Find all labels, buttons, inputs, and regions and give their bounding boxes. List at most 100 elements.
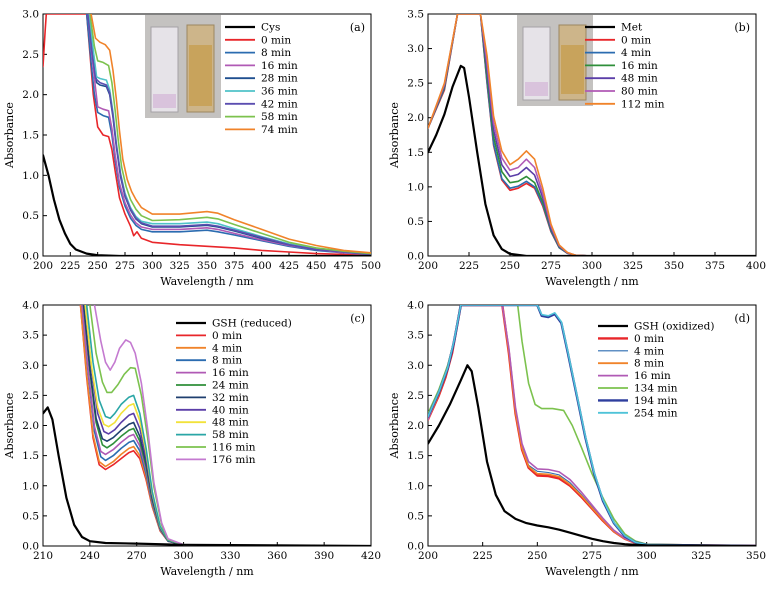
- y-tick-label: 2.0: [22, 89, 39, 101]
- series-line: [87, 14, 371, 256]
- legend-entry: 36 min: [261, 86, 298, 98]
- series-line: [43, 406, 371, 546]
- x-tick-label: 360: [267, 550, 287, 562]
- x-tick-label: 330: [220, 550, 240, 562]
- series-line: [90, 14, 371, 254]
- y-tick-label: 0.5: [22, 210, 39, 222]
- x-tick-label: 450: [306, 260, 326, 272]
- series-line: [428, 364, 756, 546]
- y-axis-label: Absorbance: [388, 393, 401, 460]
- y-tick-label: 1.5: [407, 450, 424, 462]
- y-tick-label: 3.5: [407, 330, 424, 342]
- series-line: [428, 305, 756, 546]
- x-tick-label: 250: [500, 260, 520, 272]
- x-tick-label: 325: [170, 260, 190, 272]
- legend-entry: 58 min: [261, 111, 298, 123]
- x-tick-label: 210: [33, 550, 53, 562]
- legend-entry: 4 min: [212, 342, 242, 354]
- y-axis-label: Absorbance: [3, 102, 16, 169]
- legend-entry: 40 min: [212, 404, 249, 416]
- y-tick-label: 1.0: [407, 480, 424, 492]
- x-tick-label: 390: [314, 550, 334, 562]
- x-tick-label: 275: [582, 550, 602, 562]
- legend-entry: 28 min: [261, 73, 298, 85]
- y-tick-label: 0.5: [407, 510, 424, 522]
- y-tick-label: 3.5: [22, 330, 39, 342]
- y-tick-label: 2.5: [22, 49, 39, 61]
- legend-entry: 48 min: [621, 73, 658, 85]
- series-group: [43, 305, 371, 546]
- legend-entry: 0 min: [634, 333, 664, 345]
- yellow-cuvette-liquid: [561, 45, 584, 94]
- panel-label: (c): [350, 312, 365, 325]
- x-tick-label: 350: [664, 260, 684, 272]
- y-tick-label: 2.0: [407, 420, 424, 432]
- legend-entry: 16 min: [621, 60, 658, 72]
- x-tick-label: 270: [127, 550, 147, 562]
- y-axis-label: Absorbance: [3, 393, 16, 460]
- y-tick-label: 0.0: [22, 541, 39, 553]
- panel-c: 210 240 270 300 330 360 390 420 0.0 0.5 1.0 1.5 2.0 2…: [3, 300, 381, 579]
- x-axis-label: Wavelength / nm: [160, 565, 254, 578]
- legend-entry: Met: [621, 22, 643, 34]
- x-tick-label: 225: [60, 260, 80, 272]
- x-tick-label: 350: [746, 550, 766, 562]
- legend-entry: 0 min: [621, 34, 651, 46]
- y-tick-label: 2.5: [407, 390, 424, 402]
- x-tick-label: 250: [88, 260, 108, 272]
- series-line: [43, 154, 371, 256]
- series-line: [93, 305, 371, 546]
- x-tick-label: 300: [174, 550, 194, 562]
- x-tick-label: 425: [279, 260, 299, 272]
- x-tick-label: 400: [746, 260, 766, 272]
- series-line: [89, 14, 371, 255]
- x-tick-label: 420: [361, 550, 381, 562]
- legend-entry: 74 min: [261, 124, 298, 136]
- y-tick-label: 0.0: [407, 541, 424, 553]
- panel-label: (b): [734, 21, 750, 34]
- y-tick-label: 4.0: [407, 300, 424, 312]
- y-tick-label: 3.5: [407, 9, 424, 21]
- x-axis-label: Wavelength / nm: [160, 275, 254, 288]
- y-axis-label: Absorbance: [388, 102, 401, 169]
- legend-entry: 0 min: [261, 34, 291, 46]
- panel-label: (d): [734, 312, 750, 325]
- legend-entry: 116 min: [212, 442, 256, 454]
- x-tick-label: 300: [582, 260, 602, 272]
- y-tick-label: 3.0: [407, 43, 424, 55]
- panel-b: 200 225 250 275 300 325 350 375 400 0.0 0.5 1.0 1.5 2…: [388, 9, 766, 289]
- y-tick-label: 2.0: [22, 420, 39, 432]
- clear-cuvette-liquid: [525, 82, 548, 96]
- legend-entry: GSH (oxidized): [634, 321, 714, 333]
- y-tick-label: 0.0: [22, 251, 39, 263]
- x-tick-label: 225: [473, 550, 493, 562]
- legend-entry: 8 min: [212, 355, 242, 367]
- cuvette-photo-inset: [517, 15, 593, 106]
- y-tick-label: 2.5: [407, 78, 424, 90]
- y-tick-label: 3.0: [22, 360, 39, 372]
- y-tick-label: 4.0: [22, 300, 39, 312]
- cuvette-photo-inset: [145, 15, 221, 118]
- legend-entry: 4 min: [634, 345, 664, 357]
- y-tick-label: 1.0: [22, 170, 39, 182]
- y-tick-label: 3.0: [22, 9, 39, 21]
- x-tick-label: 200: [418, 260, 438, 272]
- x-tick-label: 300: [637, 550, 657, 562]
- x-tick-label: 500: [361, 260, 381, 272]
- series-line: [87, 14, 371, 256]
- x-axis-label: Wavelength / nm: [545, 275, 639, 288]
- series-line: [428, 14, 756, 256]
- panel-label: (a): [350, 21, 365, 34]
- x-tick-label: 375: [705, 260, 725, 272]
- panel-a: 200 225 250 275 300 325 350 375 400 425 450 475 500 0…: [3, 9, 381, 289]
- x-tick-label: 200: [418, 550, 438, 562]
- panel-d: 200 225 250 275 300 325 350 0.0 0.5 1.0 1.5 2.0 2.5 3…: [388, 300, 766, 579]
- legend-entry: 32 min: [212, 392, 249, 404]
- legend-entry: 42 min: [261, 98, 298, 110]
- x-tick-label: 240: [80, 550, 100, 562]
- y-tick-label: 0.5: [22, 510, 39, 522]
- y-tick-label: 1.5: [22, 130, 39, 142]
- legend-entry: GSH (reduced): [212, 318, 292, 330]
